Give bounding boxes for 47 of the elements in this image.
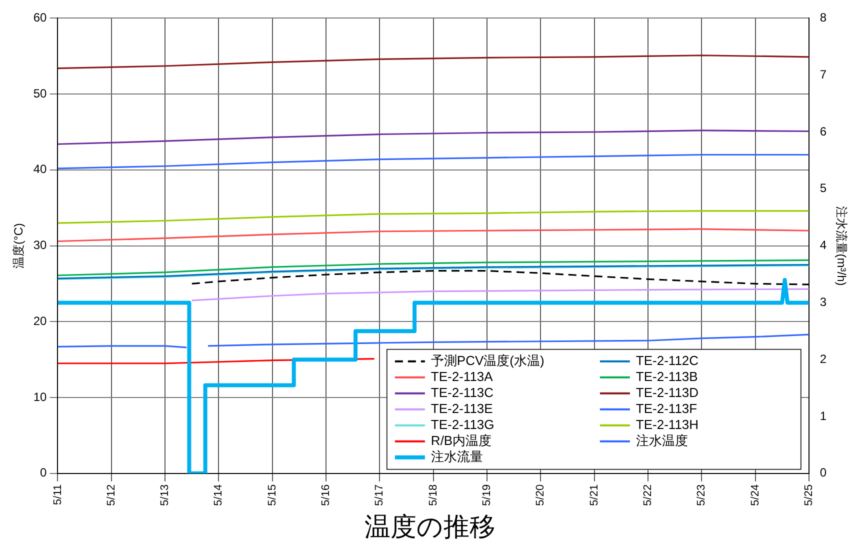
y2-tick-label: 6 [820, 124, 827, 138]
legend-label: 注水温度 [636, 432, 688, 448]
y2-axis-title: 注水流量(m³/h) [834, 206, 848, 286]
legend-label: TE-2-113G [430, 416, 494, 432]
x-tick-label: 5/22 [642, 484, 654, 506]
legend-label: TE-2-113D [636, 384, 699, 400]
x-tick-label: 5/14 [212, 484, 225, 506]
x-tick-label: 5/23 [696, 484, 708, 506]
text: 温度の推移 [364, 512, 496, 542]
legend-label: 注水流量 [430, 448, 483, 464]
y-tick-label: 50 [33, 86, 48, 100]
y2-tick-label: 7 [820, 67, 827, 82]
legend-label: R/B内温度 [430, 432, 492, 448]
x-tick-label: 5/11 [52, 484, 64, 505]
x-tick-label: 5/18 [427, 484, 440, 506]
y2-tick-label: 2 [820, 352, 827, 366]
x-tick-label: 5/25 [802, 484, 815, 506]
x-tick-label: 5/15 [266, 484, 278, 506]
y-tick-label: 30 [33, 238, 48, 252]
y-tick-label: 0 [40, 466, 48, 480]
x-tick-label: 5/19 [481, 484, 494, 506]
legend-label: TE-2-113A [430, 368, 494, 384]
x-tick-label: 5/16 [320, 484, 332, 506]
x-tick-label: 5/20 [534, 484, 547, 506]
y2-tick-label: 0 [820, 466, 827, 480]
y-tick-label: 60 [33, 10, 48, 25]
legend-label: TE-2-113F [636, 400, 698, 416]
legend-label: TE-2-113B [636, 368, 698, 384]
y-tick-label: 20 [33, 314, 48, 328]
y2-tick-label: 1 [820, 408, 827, 423]
y2-tick-label: 5 [820, 181, 827, 196]
legend-label: TE-2-112C [636, 352, 699, 368]
y-axis-title: 温度(°C) [12, 223, 26, 269]
x-tick-label: 5/13 [159, 484, 172, 506]
y2-tick-label: 8 [820, 10, 827, 25]
legend-label: TE-2-113C [430, 384, 494, 400]
x-tick-label: 5/21 [588, 484, 600, 506]
legend-label: 予測PCV温度(水温) [430, 352, 544, 368]
y-tick-label: 10 [33, 390, 48, 404]
x-tick-label: 5/24 [749, 484, 762, 506]
y-tick-label: 40 [33, 162, 48, 176]
y2-tick-label: 4 [820, 238, 827, 252]
x-tick-label: 5/17 [374, 484, 386, 506]
legend-label: TE-2-113H [636, 416, 699, 432]
y2-tick-label: 3 [820, 295, 827, 310]
x-tick-label: 5/12 [105, 484, 118, 506]
legend-label: TE-2-113E [430, 400, 494, 416]
